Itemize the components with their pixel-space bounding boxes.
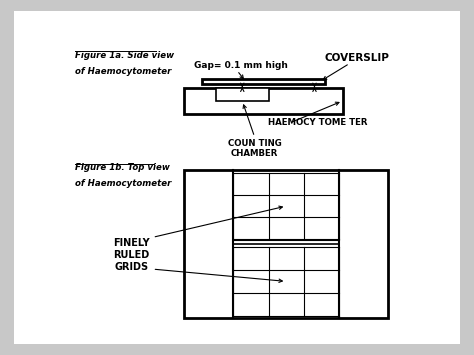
Bar xyxy=(184,88,343,114)
Text: of Haemocytometer: of Haemocytometer xyxy=(75,66,172,76)
Text: Figure 1b. Top view: Figure 1b. Top view xyxy=(75,163,170,173)
Text: HAEMOCY TOME TER: HAEMOCY TOME TER xyxy=(268,119,367,127)
Text: FINELY
RULED
GRIDS: FINELY RULED GRIDS xyxy=(113,239,150,272)
Bar xyxy=(184,170,389,318)
Bar xyxy=(202,79,325,84)
Text: COVERSLIP: COVERSLIP xyxy=(324,53,389,64)
Bar xyxy=(216,88,269,101)
Text: of Haemocytometer: of Haemocytometer xyxy=(75,179,172,188)
Text: Figure 1a. Side view: Figure 1a. Side view xyxy=(75,51,174,60)
Text: Gap= 0.1 mm high: Gap= 0.1 mm high xyxy=(193,61,287,70)
Text: COUN TING
CHAMBER: COUN TING CHAMBER xyxy=(228,139,282,158)
